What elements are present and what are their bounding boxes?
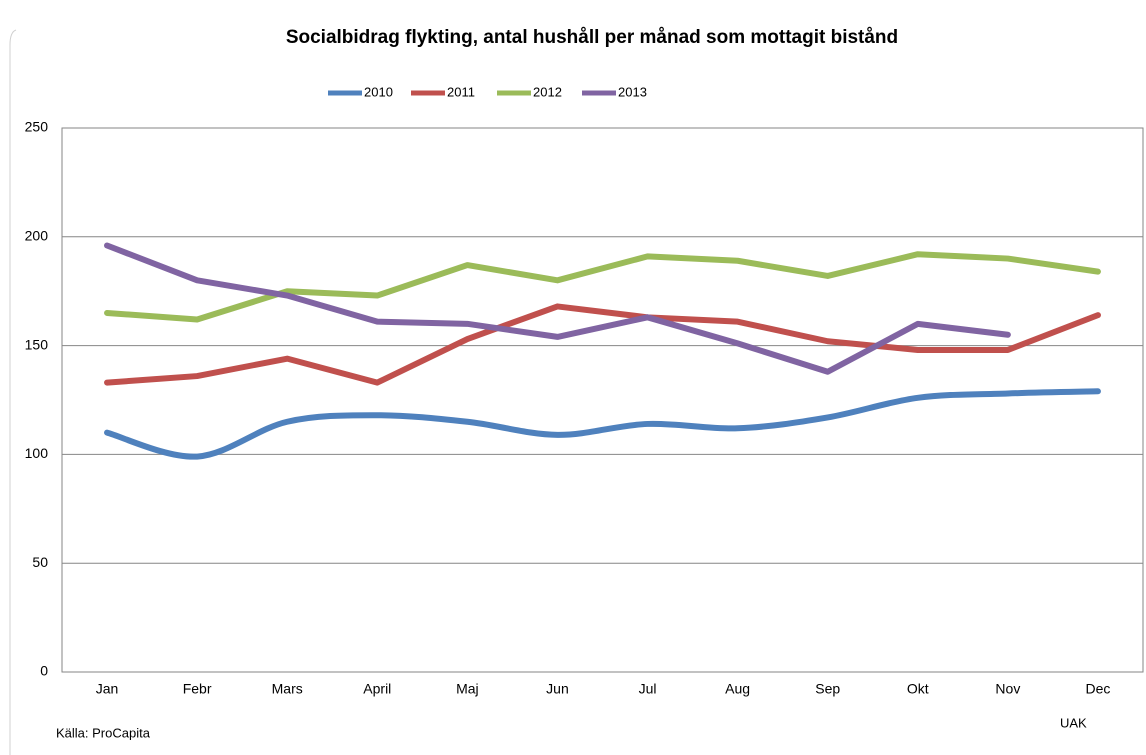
x-tick-label: Jan [96, 681, 119, 697]
x-tick-label: Maj [456, 681, 479, 697]
x-tick-label: Okt [907, 681, 929, 697]
x-tick-label: Sep [815, 681, 840, 697]
chart-title: Socialbidrag flykting, antal hushåll per… [286, 27, 898, 48]
x-tick-label: Jul [639, 681, 657, 697]
credit-note: UAK [1060, 715, 1087, 730]
x-tick-label: Nov [995, 681, 1020, 697]
y-tick-label: 50 [32, 554, 48, 570]
x-tick-label: Febr [183, 681, 212, 697]
series-line [104, 242, 1011, 375]
plot-border [61, 127, 1144, 673]
x-tick-label: Aug [725, 681, 750, 697]
legend-label: 2011 [447, 84, 475, 99]
x-tick-label: April [363, 681, 391, 697]
x-tick-label: Dec [1086, 681, 1111, 697]
x-tick-label: Jun [546, 681, 569, 697]
series-line [104, 303, 1101, 386]
y-tick-label: 250 [25, 119, 49, 135]
x-tick-label: Mars [272, 681, 303, 697]
y-tick-label: 200 [25, 228, 49, 244]
legend-label: 2010 [364, 84, 393, 99]
series-line [104, 388, 1101, 460]
y-tick-label: 150 [25, 336, 49, 352]
y-tick-label: 0 [40, 663, 48, 679]
legend-label: 2013 [618, 84, 647, 99]
source-note: Källa: ProCapita [56, 725, 151, 740]
y-tick-label: 100 [25, 445, 49, 461]
frame-edge [9, 29, 17, 755]
legend-label: 2012 [533, 84, 562, 99]
